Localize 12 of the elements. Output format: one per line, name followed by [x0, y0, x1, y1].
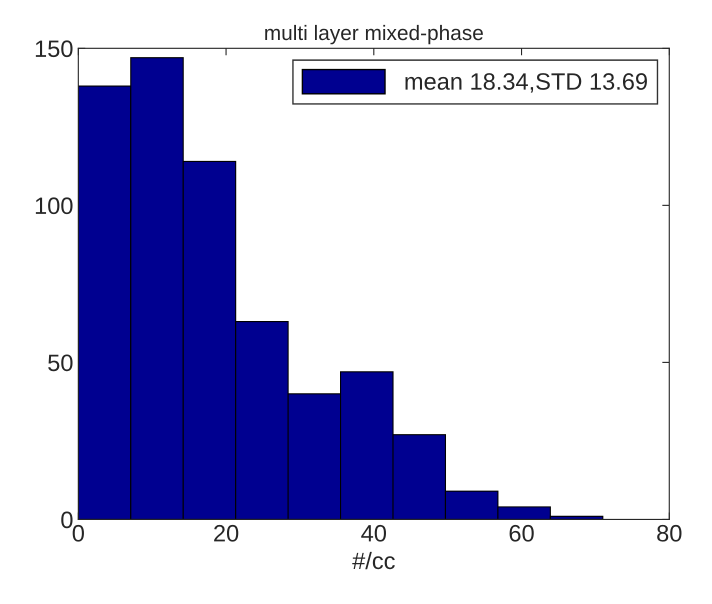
y-tick-label: 100	[36, 197, 73, 214]
x-axis-title: #/cc	[352, 552, 395, 570]
x-tick-label: 20	[214, 524, 238, 542]
x-tick-label: 60	[510, 524, 534, 542]
y-tick-label: 150	[36, 40, 73, 58]
legend-label: mean 18.34,STD 13.69	[405, 73, 647, 93]
chart-title: multi layer mixed-phase	[265, 24, 483, 44]
y-tick-label: 0	[61, 512, 73, 528]
y-tick-label: 50	[48, 354, 73, 372]
x-tick-label: 40	[361, 524, 386, 542]
x-tick-label: 0	[72, 524, 84, 542]
x-tick-label: 80	[657, 524, 682, 542]
